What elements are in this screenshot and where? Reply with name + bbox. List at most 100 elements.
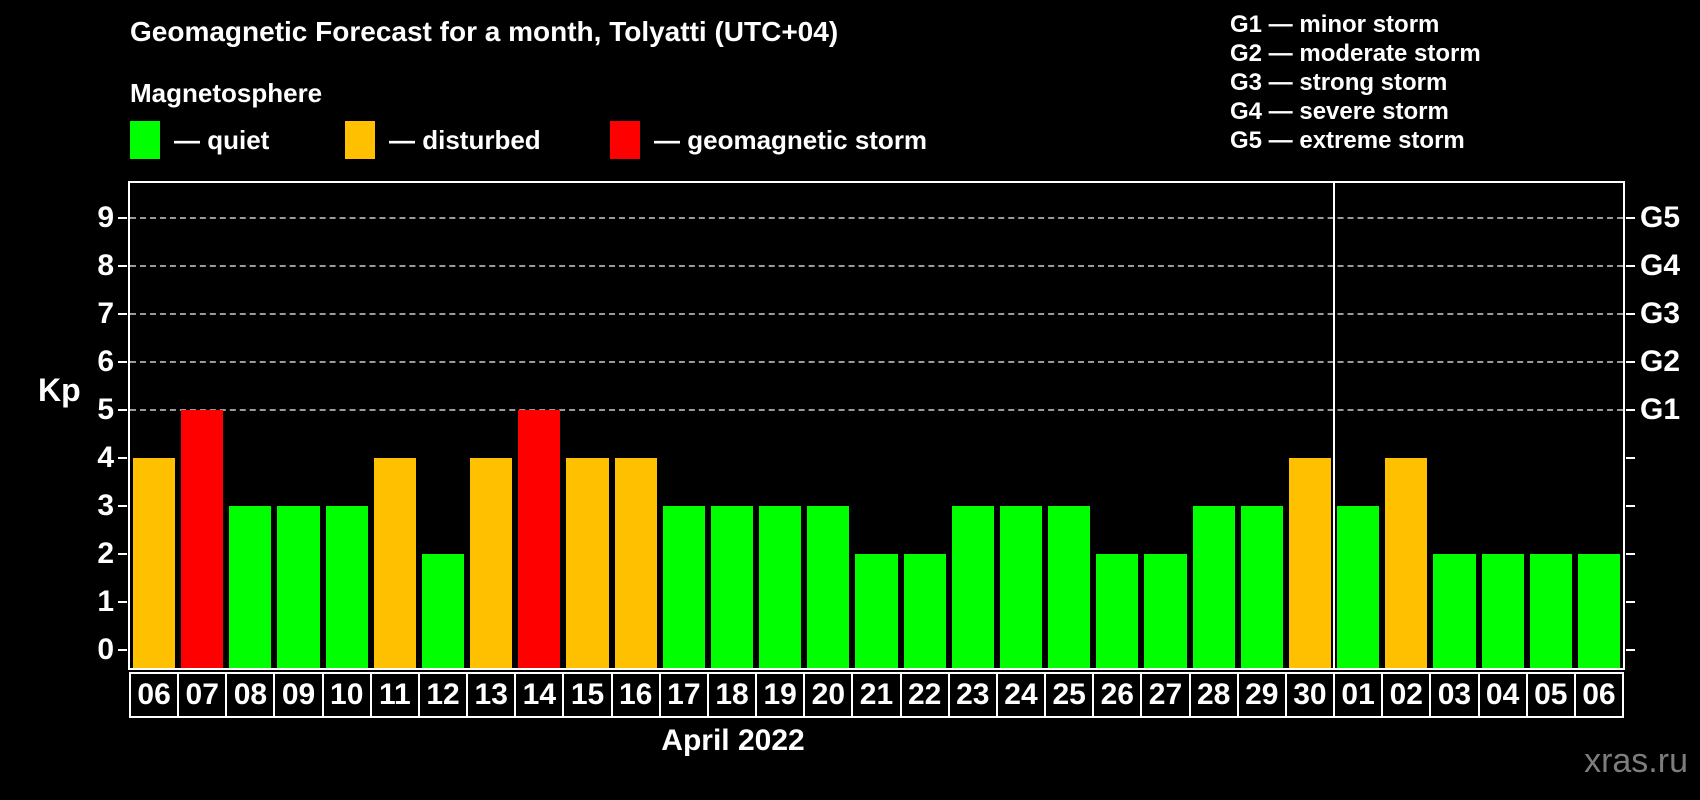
- day-label-cell: 07: [177, 672, 228, 718]
- gridline: [130, 217, 1623, 219]
- kp-bar: [903, 554, 946, 668]
- day-label-cell: 19: [755, 672, 806, 718]
- month-separator-line: [1333, 183, 1336, 668]
- legend-item-quiet: — quiet: [130, 121, 269, 159]
- kp-bar: [951, 506, 994, 668]
- right-axis-tick: [1626, 649, 1635, 651]
- day-label-cell: 17: [658, 672, 709, 718]
- day-label-cell: 16: [610, 672, 661, 718]
- kp-bar: [759, 506, 802, 668]
- y-axis-tick: [118, 313, 127, 315]
- kp-bar: [662, 506, 705, 668]
- kp-bar: [1577, 554, 1620, 668]
- g-scale-legend: G1 — minor storm G2 — moderate storm G3 …: [1230, 10, 1481, 155]
- right-axis-tick: [1626, 361, 1635, 363]
- kp-bar: [1144, 554, 1187, 668]
- kp-bar: [1096, 554, 1139, 668]
- right-axis-tick: [1626, 553, 1635, 555]
- kp-bar: [470, 458, 513, 668]
- g-legend-line-g5: G5 — extreme storm: [1230, 127, 1465, 154]
- month-caption: April 2022: [661, 724, 805, 757]
- y-tick-label: 2: [97, 537, 114, 570]
- y-tick-label: 3: [97, 489, 114, 522]
- y-axis-tick: [118, 457, 127, 459]
- y-tick-label: 7: [97, 297, 114, 330]
- legend-label-disturbed: — disturbed: [389, 124, 541, 155]
- kp-bar: [1481, 554, 1524, 668]
- kp-bar: [421, 554, 465, 668]
- day-label-cell: 25: [1044, 672, 1095, 718]
- kp-bar: [518, 410, 561, 668]
- kp-bar: [1048, 506, 1091, 668]
- kp-bar: [229, 506, 272, 668]
- gridline: [130, 361, 1623, 363]
- g-axis-label: G4: [1640, 249, 1681, 282]
- day-label-cell: 28: [1188, 672, 1239, 718]
- day-label-cell: 30: [1284, 672, 1336, 718]
- right-axis-tick: [1626, 217, 1635, 219]
- y-tick-label: 4: [97, 441, 114, 474]
- right-axis-tick: [1626, 313, 1635, 315]
- y-tick-label: 0: [97, 633, 114, 666]
- g-legend-line-g4: G4 — severe storm: [1230, 98, 1449, 125]
- kp-bar: [710, 506, 754, 668]
- day-label-cell: 24: [995, 672, 1047, 718]
- y-axis-tick: [118, 217, 127, 219]
- day-label-cell: 01: [1333, 672, 1384, 718]
- y-axis-tick: [118, 505, 127, 507]
- g-legend-line-g3: G3 — strong storm: [1230, 69, 1448, 96]
- watermark: xras.ru: [1584, 742, 1688, 780]
- right-axis-tick: [1626, 505, 1635, 507]
- day-label-cell: 11: [369, 672, 420, 718]
- kp-bar: [181, 410, 224, 668]
- y-tick-label: 6: [97, 345, 114, 378]
- kp-bar: [1385, 458, 1428, 668]
- disturbed-color-swatch: [345, 121, 375, 159]
- y-tick-label: 5: [97, 393, 114, 426]
- day-label-cell: 21: [851, 672, 902, 718]
- kp-bar: [325, 506, 368, 668]
- right-axis-tick: [1626, 601, 1635, 603]
- kp-bar: [807, 506, 850, 668]
- kp-bar: [1433, 554, 1476, 668]
- y-axis-tick: [118, 649, 127, 651]
- g-axis-label: G1: [1640, 393, 1681, 426]
- kp-bar: [566, 458, 609, 668]
- kp-bar: [1529, 554, 1572, 668]
- g-axis-label: G3: [1640, 297, 1681, 330]
- day-label-cell: 02: [1381, 672, 1432, 718]
- day-label-cell: 22: [899, 672, 950, 718]
- day-label-cell: 12: [417, 672, 469, 718]
- day-label-cell: 20: [803, 672, 854, 718]
- y-axis-tick: [118, 361, 127, 363]
- day-label-cell: 23: [947, 672, 998, 718]
- kp-bar: [614, 458, 657, 668]
- day-label-row: 06 07 08 09 10 11 12 13 14 15 16 17 18 19 20 21 22 23 24 25…: [129, 672, 1624, 718]
- legend-label-storm: — geomagnetic storm: [654, 124, 928, 155]
- day-label-cell: 10: [321, 672, 372, 718]
- magnetosphere-label: Magnetosphere: [130, 78, 323, 108]
- y-axis-tick: [118, 409, 127, 411]
- kp-bar: [1288, 458, 1332, 668]
- day-label-cell: 03: [1429, 672, 1480, 718]
- g-legend-line-g1: G1 — minor storm: [1230, 11, 1440, 38]
- right-axis-tick: [1626, 409, 1635, 411]
- kp-bar: [277, 506, 320, 668]
- g-axis-label: G2: [1640, 345, 1681, 378]
- g-legend-line-g2: G2 — moderate storm: [1230, 40, 1481, 67]
- right-axis-tick: [1626, 457, 1635, 459]
- right-axis-tick: [1626, 265, 1635, 267]
- legend-item-disturbed: — disturbed: [345, 121, 541, 159]
- day-label-cell: 08: [225, 672, 276, 718]
- kp-bar: [1192, 506, 1235, 668]
- kp-axis-label: Kp: [38, 372, 81, 408]
- chart-title: Geomagnetic Forecast for a month, Tolyat…: [130, 16, 839, 47]
- day-label-cell: 26: [1092, 672, 1143, 718]
- legend-label-quiet: — quiet: [174, 124, 270, 155]
- kp-bar: [1240, 506, 1283, 668]
- day-label-cell: 29: [1236, 672, 1287, 718]
- day-label-cell: 05: [1525, 672, 1576, 718]
- day-label-cell: 04: [1477, 672, 1528, 718]
- g-axis-label: G5: [1640, 201, 1681, 234]
- y-axis-tick: [118, 553, 127, 555]
